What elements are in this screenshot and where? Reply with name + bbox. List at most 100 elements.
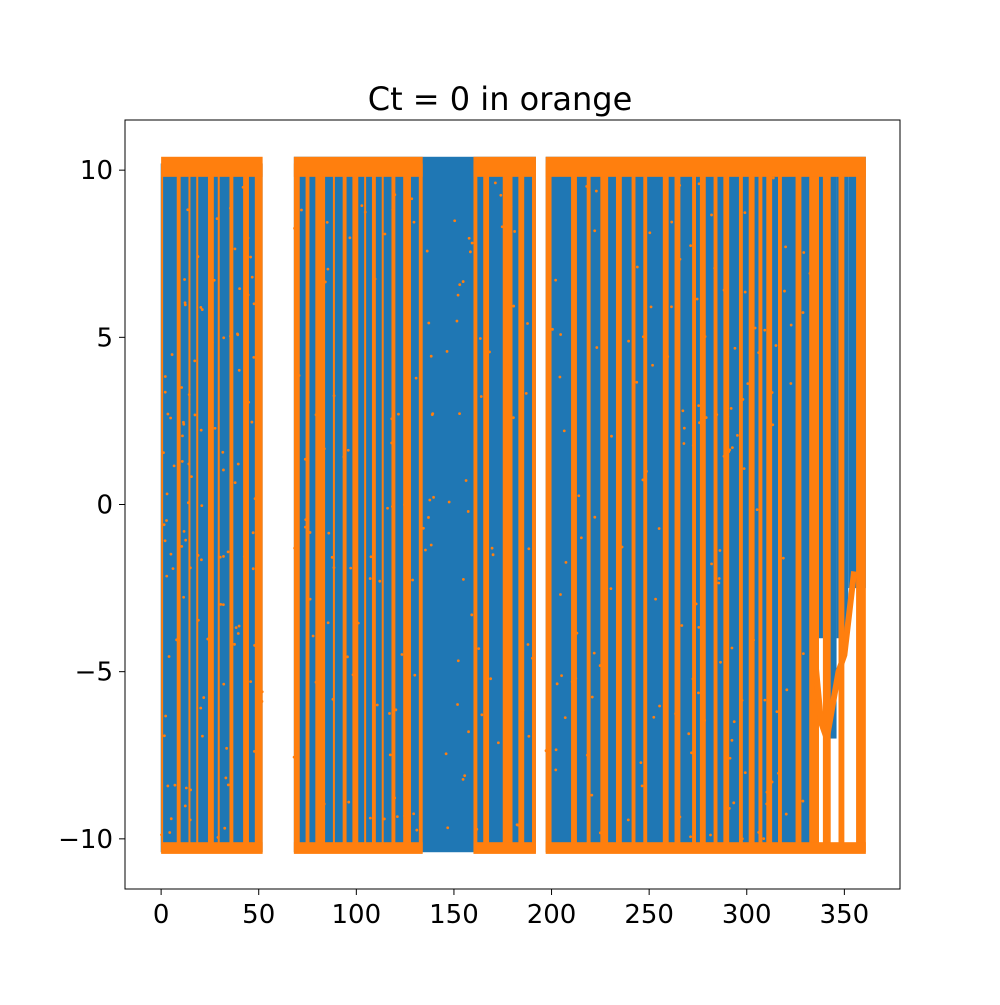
series-orange-point [730,738,734,742]
series-orange-point [743,290,747,294]
x-axis: 0 50 100 150 200 250 300 350 [153,889,869,930]
series-orange-point [245,393,248,397]
series-orange-stripe [176,163,181,853]
series-orange-point [430,413,434,417]
series-orange-stripe [254,163,263,853]
series-orange-point [188,566,192,570]
series-orange-point [703,719,707,722]
series-orange-point [726,354,729,357]
series-orange-stripe [738,163,743,853]
series-orange-stripe [545,163,552,853]
series-orange-point [391,208,395,212]
series-orange-point [724,341,728,344]
x-tick-label: 200 [527,900,577,930]
series-orange-point [676,377,679,381]
series-orange-point [351,673,355,677]
series-orange-point [641,335,645,339]
series-orange-point [250,420,254,424]
series-orange-point [403,503,406,507]
series-orange-point [649,305,653,309]
series-orange-point [618,385,622,389]
series-orange-point [390,417,394,421]
series-orange-top-band [545,156,866,177]
series-orange-point [210,713,214,717]
series-orange-stripe [188,163,191,853]
series-orange-point [725,610,729,614]
series-orange-point [201,734,204,738]
series-orange-point [609,587,613,591]
series-orange-point [226,550,230,554]
series-orange-point [680,624,684,627]
series-orange-point [564,560,568,564]
series-orange-stripe [315,163,326,853]
series-orange-stripe [381,163,384,853]
series-orange-point [168,831,172,834]
series-orange-point [422,526,425,530]
series-orange-point [585,184,589,188]
series-orange-point [429,543,433,547]
series-orange-point [425,249,429,253]
series-orange-point [727,807,731,810]
series-orange-point [403,770,407,774]
series-orange-point [509,205,513,209]
series-orange-point [169,416,173,420]
series-orange-point [219,603,223,606]
series-orange-point [182,530,186,533]
series-orange-point [775,710,779,714]
series-orange-point [256,391,260,395]
series-orange-point [698,421,701,425]
series-orange-point [664,468,668,472]
series-orange-stripe [418,163,423,853]
series-orange-point [237,368,241,372]
series-orange-point [682,426,686,430]
series-orange-top-band [473,156,536,177]
series-orange-point [670,220,674,224]
series-orange-point [654,597,657,601]
series-orange-point [169,552,173,556]
series-orange-point [373,277,377,281]
series-orange-point [218,555,222,559]
series-orange-point [455,319,459,323]
series-orange-point [212,278,216,282]
series-orange-point [233,481,237,485]
series-orange-point [746,382,750,386]
series-orange-point [491,553,495,557]
series-orange-point [415,828,419,832]
series-orange-point [789,382,793,385]
series-orange-point [735,433,739,437]
series-orange-point [527,734,531,738]
series-orange-point [180,460,184,463]
chart-title: Ct = 0 in orange [367,80,633,118]
series-orange-point [727,450,731,454]
series-orange-point [489,677,493,681]
series-orange-point [521,709,525,712]
series-orange-point [493,181,497,185]
series-orange-point [579,536,583,540]
series-orange-point [474,491,478,495]
series-orange-point [432,495,435,499]
series-orange-point [183,804,187,808]
series-orange-point [777,771,780,775]
series-orange-point [229,334,232,338]
series-orange-point [411,578,414,582]
series-orange-point [658,704,661,708]
series-orange-stripe [600,163,609,853]
series-orange-stripe [403,163,411,853]
series-orange-point [765,802,769,806]
series-orange-point [513,230,517,233]
series-orange-point [386,506,389,510]
y-tick-label: 0 [96,491,113,521]
series-orange-point [252,302,256,306]
series-orange-stripe [699,163,706,853]
series-orange-stripe [662,163,669,853]
series-orange-point [456,659,460,663]
series-orange-point [187,462,191,466]
series-orange-point [393,193,397,197]
series-orange-point [571,303,575,307]
x-tick-label: 350 [820,900,870,930]
series-orange-point [196,255,200,258]
series-orange-point [226,783,230,787]
series-orange-point [718,549,722,552]
series-orange-point [382,817,386,821]
